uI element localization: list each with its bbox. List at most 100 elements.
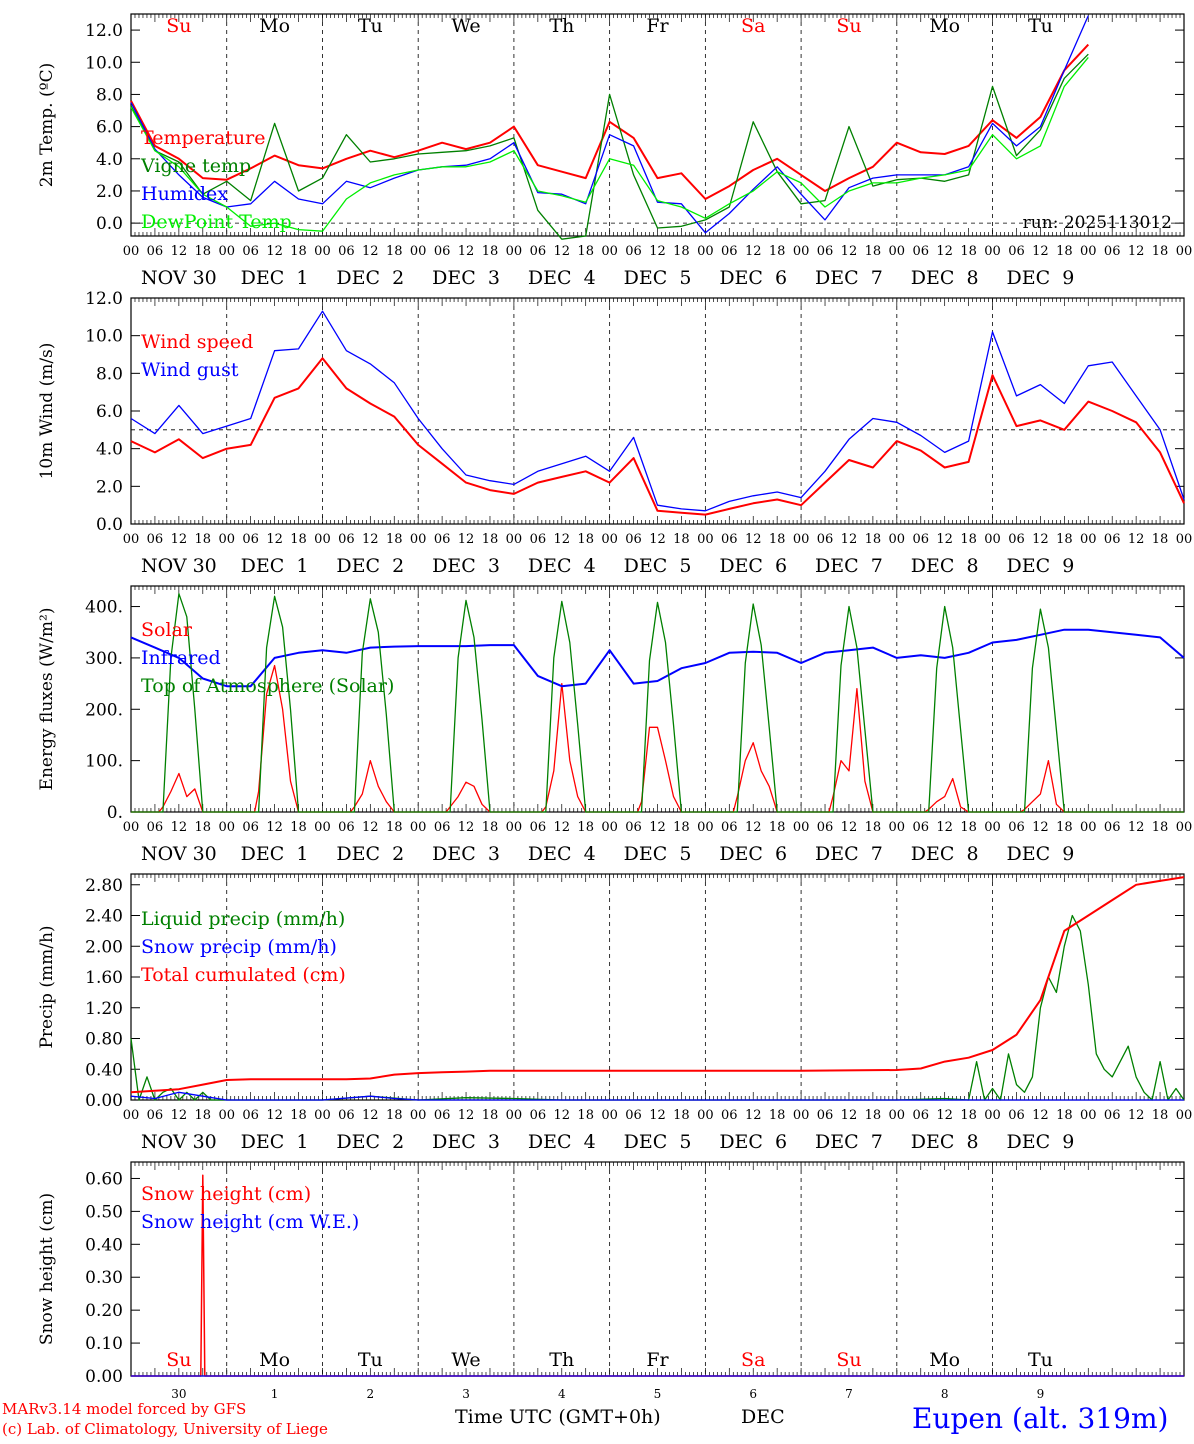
hour-tick-label: 06 [147,1108,164,1123]
y-axis-label: 2m Temp. (ºC) [37,63,57,188]
run-annotation: run: 2025113012 [1023,213,1172,233]
date-label: DEC 6 [719,1131,787,1153]
y-axis-label: Energy fluxes (W/m²) [37,608,57,791]
panel-3: 0. 100. 200. 300. 400. Energy fluxes (W/m²) 00… [37,585,1193,865]
hour-tick-label: 12 [553,244,570,259]
hour-tick-label: 00 [506,532,523,547]
legend-entry: Wind speed [141,331,253,353]
hour-tick-label: 00 [793,1108,810,1123]
hour-tick-label: 12 [745,532,762,547]
series-snow-height-cm- [131,1174,1184,1377]
hour-tick-label: 00 [697,532,714,547]
date-label: DEC 1 [241,843,309,865]
y-axis-label: 10m Wind (m/s) [37,343,57,480]
y-tick-label: 0.10 [85,1334,123,1354]
hour-tick-label: 12 [362,1108,379,1123]
hour-tick-label: 00 [1080,244,1097,259]
hour-tick-label: 18 [195,532,212,547]
date-label: DEC 4 [528,555,596,577]
legend-entry: Total cumulated (cm) [141,964,346,986]
hour-tick-label: 06 [817,1108,834,1123]
hour-tick-label: 18 [865,532,882,547]
hour-tick-label: 06 [434,820,451,835]
model-credit: MARv3.14 model forced by GFS [2,1400,247,1418]
hour-tick-label: 18 [290,1108,307,1123]
x-axis-title: Time UTC (GMT+0h) [455,1406,661,1428]
hour-tick-label: 06 [817,244,834,259]
panel-2: 0.0 2.0 4.0 6.0 8.0 10.0 12.0 10m Wind (m/s) 00 0… [37,289,1192,577]
hour-tick-label: 00 [1176,532,1193,547]
hour-tick-label: 06 [338,1108,355,1123]
series-wind-gust [130,310,1185,512]
hour-tick-label: 12 [1128,532,1145,547]
hour-tick-label: 12 [266,244,283,259]
date-label: DEC 5 [624,1131,692,1153]
hour-tick-label: 12 [649,820,666,835]
hour-tick-label: 12 [171,1108,188,1123]
y-axis-label: Snow height (cm) [37,1193,57,1345]
hour-tick-label: 18 [1152,244,1169,259]
hour-tick-label: 00 [314,532,331,547]
y-tick-label: 0.0 [96,214,123,234]
hour-tick-label: 12 [841,820,858,835]
hour-tick-label: 18 [386,820,403,835]
hour-tick-label: 12 [458,532,475,547]
hour-tick-label: 12 [1032,820,1049,835]
hour-tick-label: 12 [649,1108,666,1123]
hour-tick-label: 00 [889,820,906,835]
hour-tick-label: 00 [218,532,235,547]
y-tick-label: 0.50 [85,1202,123,1222]
hour-tick-label: 06 [721,532,738,547]
series-dewpoint-temp [130,56,1089,232]
date-label: DEC 6 [719,555,787,577]
hour-tick-label: 06 [625,244,642,259]
legend-entry: Liquid precip (mm/h) [141,908,345,930]
hour-tick-label: 00 [410,1108,427,1123]
hour-tick-label: 18 [865,1108,882,1123]
weekday-label: Su [166,15,191,37]
hour-tick-label: 06 [434,1108,451,1123]
date-label: DEC 3 [432,843,500,865]
date-label: DEC 9 [1007,1131,1075,1153]
hour-tick-label: 06 [530,820,547,835]
hour-tick-label: 18 [769,1108,786,1123]
hour-tick-label: 18 [960,1108,977,1123]
date-label: NOV 30 [141,555,217,577]
legend-entry: Temperature [141,127,265,149]
y-tick-label: 8.0 [96,85,123,105]
legend-entry: Snow height (cm W.E.) [141,1211,359,1233]
hour-tick-label: 12 [1128,1108,1145,1123]
day-number-label: 8 [941,1387,949,1401]
y-tick-label: 2.00 [85,937,123,957]
date-label: DEC 8 [911,1131,979,1153]
hour-tick-label: 12 [936,532,953,547]
weekday-label: Sa [741,1349,765,1371]
hour-tick-label: 12 [362,820,379,835]
hour-tick-label: 00 [1176,820,1193,835]
hour-tick-label: 18 [290,820,307,835]
lab-credit: (c) Lab. of Climatology, University of L… [2,1420,328,1438]
hour-tick-label: 00 [410,820,427,835]
hour-tick-label: 06 [338,532,355,547]
hour-tick-label: 18 [1152,532,1169,547]
date-label: DEC 8 [911,843,979,865]
series-snow-precip-mm-h- [130,1091,1184,1101]
hour-tick-label: 18 [673,244,690,259]
hour-tick-label: 18 [195,1108,212,1123]
hour-tick-label: 00 [1080,820,1097,835]
hour-tick-label: 12 [553,1108,570,1123]
y-tick-label: 0.60 [85,1169,123,1189]
day-number-label: 7 [845,1387,853,1401]
date-label: DEC 2 [336,267,404,289]
legend-entry: Solar [141,619,193,641]
hour-tick-label: 12 [362,532,379,547]
hour-tick-label: 06 [1008,820,1025,835]
hour-tick-label: 12 [649,532,666,547]
hour-tick-label: 00 [601,244,618,259]
hour-tick-label: 12 [171,244,188,259]
y-tick-label: 0.40 [85,1235,123,1255]
hour-tick-label: 12 [458,1108,475,1123]
hour-tick-label: 12 [745,1108,762,1123]
series-top-of-atmosphere-solar- [131,593,1184,813]
